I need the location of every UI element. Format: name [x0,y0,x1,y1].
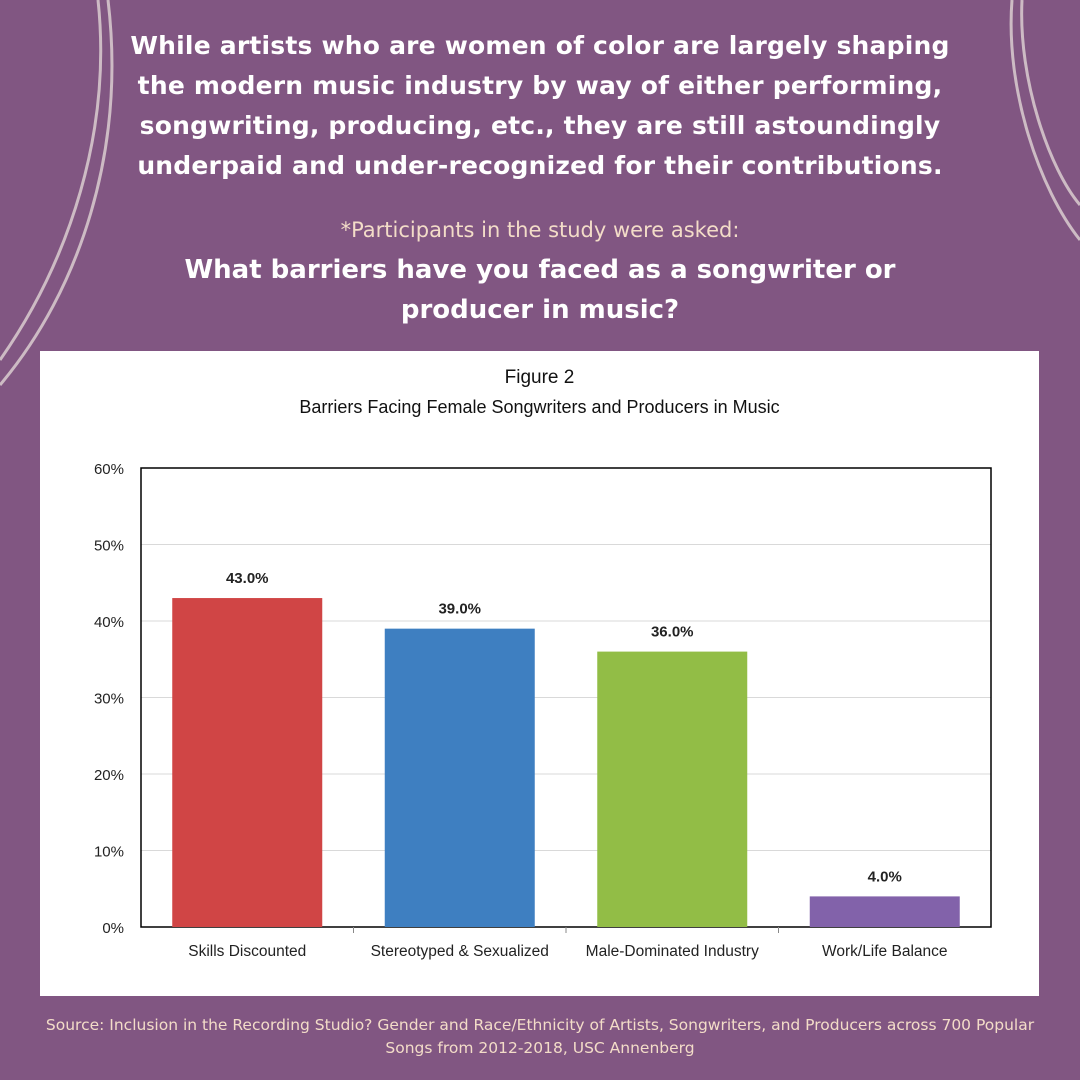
data-label: 4.0% [868,868,902,885]
chart-subtitle: Barriers Facing Female Songwriters and P… [299,397,780,417]
chart-card: Figure 2 Barriers Facing Female Songwrit… [40,351,1039,996]
y-tick-label: 0% [102,920,124,937]
bar-chart: 0% 10% 20% 30% 40% 50% 60% 43.0% Skills Discount… [94,461,992,960]
chart-title: Figure 2 [504,367,575,388]
y-tick-label: 40% [94,614,124,631]
y-tick-label: 20% [94,767,124,784]
y-tick-label: 50% [94,538,124,555]
x-tick-label: Stereotyped & Sexualized [371,943,549,960]
bar-2 [384,628,535,927]
bar-1 [172,598,323,927]
y-tick-label: 30% [94,691,124,708]
asked-label: *Participants in the study were asked: [340,218,740,242]
y-tick-label: 10% [94,844,124,861]
bar-3 [597,651,748,927]
survey-question: What barriers have you faced as a songwr… [184,255,896,325]
x-tick-label: Skills Discounted [188,943,306,960]
source-citation: Source: Inclusion in the Recording Studi… [45,1016,1035,1057]
data-label: 36.0% [651,624,694,641]
bar-4 [809,896,960,927]
x-tick-label: Male-Dominated Industry [586,943,759,960]
data-label: 39.0% [438,601,481,618]
y-tick-label: 60% [94,461,124,478]
x-tick-label: Work/Life Balance [822,943,948,960]
intro-paragraph: While artists who are women of color are… [130,31,950,180]
data-label: 43.0% [226,570,269,587]
